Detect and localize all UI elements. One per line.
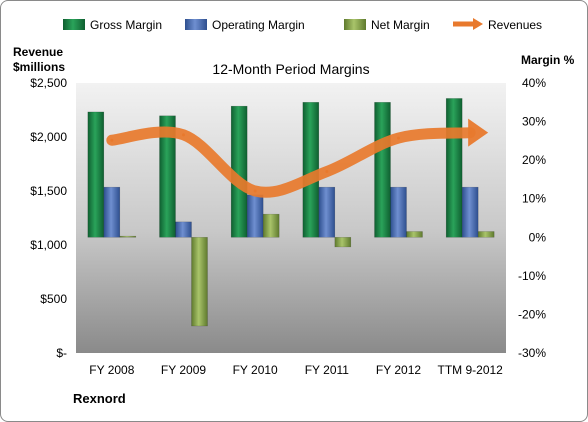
- y-axis-left-tick-label: $2,000: [30, 130, 67, 144]
- x-axis-tick-label: FY 2010: [233, 363, 278, 377]
- x-axis-tick-label: FY 2011: [305, 363, 350, 377]
- bar-operating-margin: [390, 186, 407, 238]
- revenue-point: [325, 170, 329, 174]
- x-axis-ticks: FY 2008 FY 2009 FY 2010 FY 2011 FY 2012 TTM 9…: [89, 363, 503, 377]
- bars: [87, 98, 495, 327]
- y-axis-right-title: Margin %: [521, 53, 575, 67]
- y-axis-left-title-line: $millions: [13, 60, 65, 74]
- bar-operating-margin: [246, 194, 264, 238]
- revenue-line: [106, 126, 476, 198]
- bar-gross-margin: [159, 115, 176, 238]
- bar-net-margin: [334, 237, 352, 248]
- legend-item-operating-margin: Operating Margin: [185, 18, 305, 32]
- x-axis-tick-label: FY 2008: [89, 363, 134, 377]
- legend-item-revenues: Revenues: [453, 18, 542, 32]
- y-axis-right-tick-label: 20%: [522, 153, 546, 167]
- legend-swatch-operating-margin: [185, 19, 207, 30]
- bar-gross-margin: [445, 98, 463, 238]
- legend-swatch-net-margin: [344, 19, 366, 30]
- y-axis-left-tick-label: $1,000: [30, 238, 67, 252]
- y-axis-left-tick-label: $500: [40, 292, 67, 306]
- y-axis-right-tick-label: -20%: [518, 307, 546, 321]
- legend-arrow-revenues: [473, 18, 483, 30]
- y-axis-left-tick-label: $1,500: [30, 184, 67, 198]
- bar-operating-margin: [103, 186, 121, 238]
- legend-item-net-margin: Net Margin: [344, 18, 430, 32]
- legend-item-gross-margin: Gross Margin: [63, 18, 162, 32]
- y-axis-left-ticks: $- $500 $1,000 $1,500 $2,000 $2,500: [30, 76, 67, 360]
- x-axis-tick-label: TTM 9-2012: [437, 363, 503, 377]
- legend: Gross Margin Operating Margin Net Margin…: [63, 18, 542, 32]
- bar-operating-margin: [175, 221, 192, 238]
- y-axis-right-ticks: -30% -20% -10% 0% 10% 20% 30% 40%: [518, 76, 546, 360]
- y-axis-left-tick-label: $-: [56, 346, 67, 360]
- bar-operating-margin: [461, 186, 479, 238]
- y-axis-right-tick-label: 10%: [522, 192, 546, 206]
- revenue-line-arrowhead: [468, 118, 489, 147]
- revenue-point: [397, 136, 400, 140]
- revenue-point: [468, 131, 472, 135]
- revenue-point: [110, 138, 114, 142]
- y-axis-left-tick-label: $2,500: [30, 76, 67, 90]
- bar-net-margin: [477, 231, 495, 238]
- plot-area: [76, 83, 506, 353]
- bar-gross-margin: [87, 111, 105, 238]
- revenue-line-layer: [106, 118, 489, 198]
- legend-label-gross-margin: Gross Margin: [90, 18, 162, 32]
- revenue-point: [253, 189, 257, 193]
- revenue-point: [182, 133, 185, 137]
- legend-label-revenues: Revenues: [488, 18, 542, 32]
- x-axis-tick-label: FY 2012: [376, 363, 421, 377]
- y-axis-right-tick-label: -30%: [518, 346, 546, 360]
- legend-label-operating-margin: Operating Margin: [212, 18, 305, 32]
- chart-title: 12-Month Period Margins: [212, 61, 369, 77]
- y-axis-left-title: Revenue $millions: [13, 45, 65, 74]
- y-axis-left-title-line: Revenue: [13, 45, 63, 59]
- x-axis-tick-label: FY 2009: [161, 363, 206, 377]
- footnote-company: Rexnord: [73, 391, 126, 406]
- legend-label-net-margin: Net Margin: [371, 18, 430, 32]
- y-axis-right-tick-label: -10%: [518, 269, 546, 283]
- bar-net-margin: [406, 231, 423, 238]
- bar-net-margin: [262, 213, 280, 238]
- y-axis-right-tick-label: 40%: [522, 76, 546, 90]
- bar-gross-margin: [302, 102, 320, 238]
- legend-swatch-gross-margin: [63, 19, 85, 30]
- y-axis-right-tick-label: 0%: [529, 230, 547, 244]
- bar-gross-margin: [374, 102, 391, 238]
- bar-net-margin: [191, 237, 208, 327]
- bar-net-margin: [119, 235, 137, 238]
- y-axis-right-tick-label: 30%: [522, 115, 546, 129]
- bar-operating-margin: [318, 186, 336, 238]
